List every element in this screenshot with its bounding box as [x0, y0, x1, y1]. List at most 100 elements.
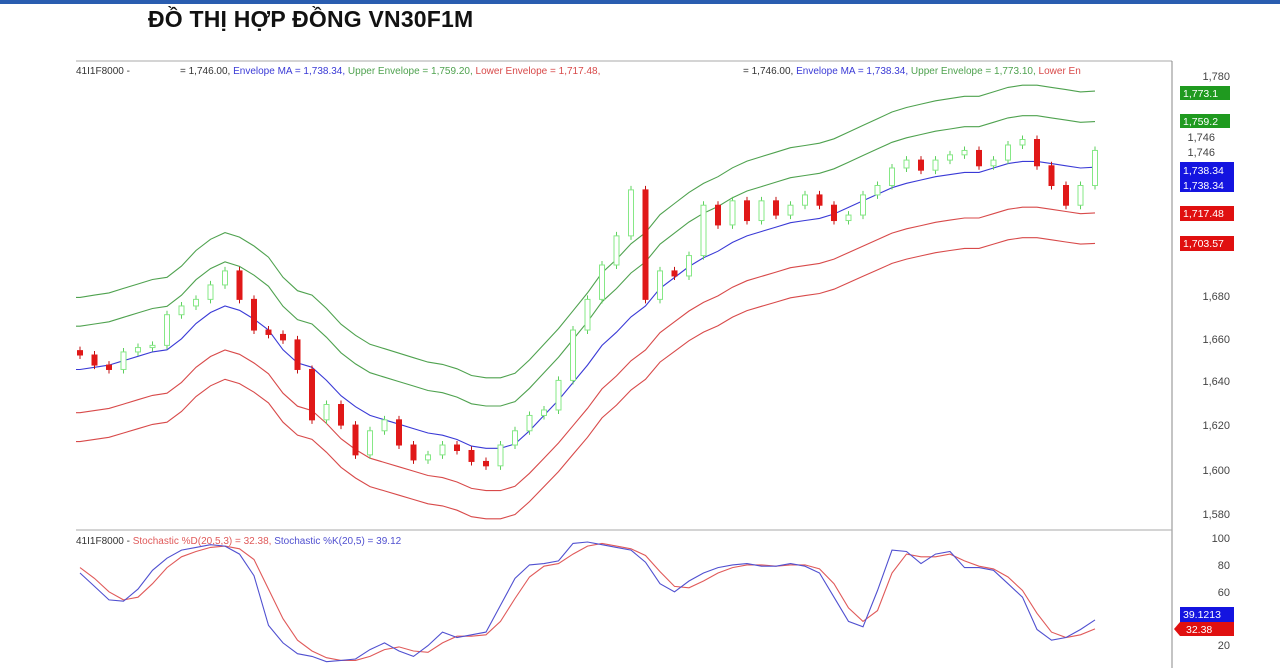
candle — [671, 266, 678, 280]
candle-body — [758, 200, 765, 222]
candle — [265, 326, 272, 339]
lower-envelope-outer-line — [76, 237, 1096, 520]
candle — [77, 346, 83, 360]
candle-body — [744, 200, 750, 222]
candle — [497, 441, 504, 470]
candle — [787, 201, 794, 220]
stoch-legend: 41I1F8000 - Stochastic %D(20,5,3) = 32.3… — [76, 536, 402, 547]
candle — [1034, 135, 1040, 170]
candle-body — [802, 194, 808, 206]
candle — [367, 426, 373, 459]
candle-body — [816, 194, 823, 206]
candle — [120, 347, 127, 374]
upper-envelope-outer-line — [76, 84, 1096, 379]
candle — [599, 260, 605, 304]
candle — [396, 415, 402, 450]
candle-body — [454, 444, 460, 451]
stoch-legend-d: Stochastic %D(20,5,3) = 32.38, — [133, 536, 272, 547]
price-tick: 1,680 — [1202, 291, 1230, 303]
candle — [207, 280, 214, 304]
candle — [294, 335, 301, 374]
candle — [729, 196, 736, 229]
candle — [483, 457, 489, 470]
last-close-label: 1,746 — [1187, 147, 1215, 159]
candle-body — [918, 159, 924, 171]
upper-envelope-inner-line — [76, 115, 1096, 407]
legend-close: = 1,746.00, — [743, 66, 793, 77]
candle-body — [1063, 185, 1069, 206]
legend-ma: Envelope MA = 1,738.34, — [233, 66, 345, 77]
price-plot — [76, 84, 1098, 520]
candle-body — [468, 449, 475, 462]
candle-body — [439, 444, 446, 456]
candle-body — [236, 270, 243, 300]
candle — [425, 450, 431, 464]
legend-set-2: = 1,746.00, Envelope MA = 1,738.34, Uppe… — [743, 66, 1081, 77]
candle — [657, 266, 663, 304]
candle — [613, 231, 620, 269]
candle — [976, 146, 982, 170]
candle — [990, 156, 997, 170]
candle-body — [193, 298, 199, 307]
lower-outer-tag-text: 1,703.57 — [1183, 238, 1224, 250]
candle — [251, 295, 257, 335]
price-tick: 1,580 — [1202, 509, 1230, 521]
stoch-tick: 20 — [1218, 640, 1230, 652]
stoch-axis: 100 80 60 20 39.1213 32.38 — [1174, 533, 1234, 652]
candle-body — [207, 284, 214, 300]
stoch-legend-k: Stochastic %K(20,5) = 39.12 — [274, 536, 401, 547]
candle — [178, 301, 185, 319]
candle — [932, 156, 939, 175]
candle-body — [222, 270, 228, 286]
candle-body — [773, 200, 779, 216]
candle — [555, 376, 562, 414]
candle — [338, 400, 344, 430]
candle-body — [178, 305, 185, 316]
candle — [918, 156, 924, 175]
lower-envelope-inner-line — [76, 206, 1096, 492]
stochastic-d-line — [79, 542, 1096, 661]
stoch-tick: 100 — [1212, 533, 1230, 545]
upper-outer-tag — [1180, 86, 1230, 100]
candle — [164, 310, 170, 350]
stoch-k-tag — [1180, 607, 1234, 622]
candle-body — [642, 189, 649, 300]
page-title: ĐỒ THỊ HỢP ĐỒNG VN30F1M — [148, 6, 474, 32]
price-axis: 1,780 1,680 1,660 1,640 1,620 1,600 1,58… — [1180, 71, 1234, 521]
candle-body — [106, 364, 112, 370]
candle — [541, 405, 547, 420]
stoch-d-tag-text: 32.38 — [1186, 624, 1212, 636]
legend-upper: Upper Envelope = 1,759.20, — [348, 66, 473, 77]
candle-body — [947, 154, 953, 161]
candle-body — [599, 264, 605, 300]
candle-body — [584, 298, 591, 331]
candle — [874, 181, 881, 199]
candle-body — [787, 204, 794, 216]
candle-body — [294, 339, 301, 370]
legend-set-1: = 1,746.00, Envelope MA = 1,738.34, Uppe… — [180, 66, 600, 77]
upper-outer-tag-text: 1,773.1 — [1183, 88, 1218, 100]
candle — [1092, 146, 1098, 190]
candle — [744, 196, 750, 225]
candle — [323, 400, 330, 424]
lower-outer-tag — [1180, 236, 1234, 251]
candle — [91, 351, 98, 370]
candle — [715, 201, 721, 229]
candle-body — [700, 204, 707, 257]
candle-body — [541, 409, 547, 416]
candle-body — [309, 368, 315, 421]
candle-body — [120, 351, 127, 370]
price-tick: 1,780 — [1202, 71, 1230, 83]
candle-body — [77, 350, 83, 356]
candle — [106, 361, 112, 374]
candle-body — [1048, 165, 1055, 186]
candle — [686, 251, 692, 280]
candle — [816, 190, 823, 210]
ma-tag-text: 1,738.34 — [1183, 165, 1224, 177]
candle — [773, 196, 779, 220]
candle — [570, 326, 576, 385]
candle — [149, 341, 156, 352]
stochastic-k-line — [79, 541, 1096, 663]
candle-body — [323, 404, 330, 421]
